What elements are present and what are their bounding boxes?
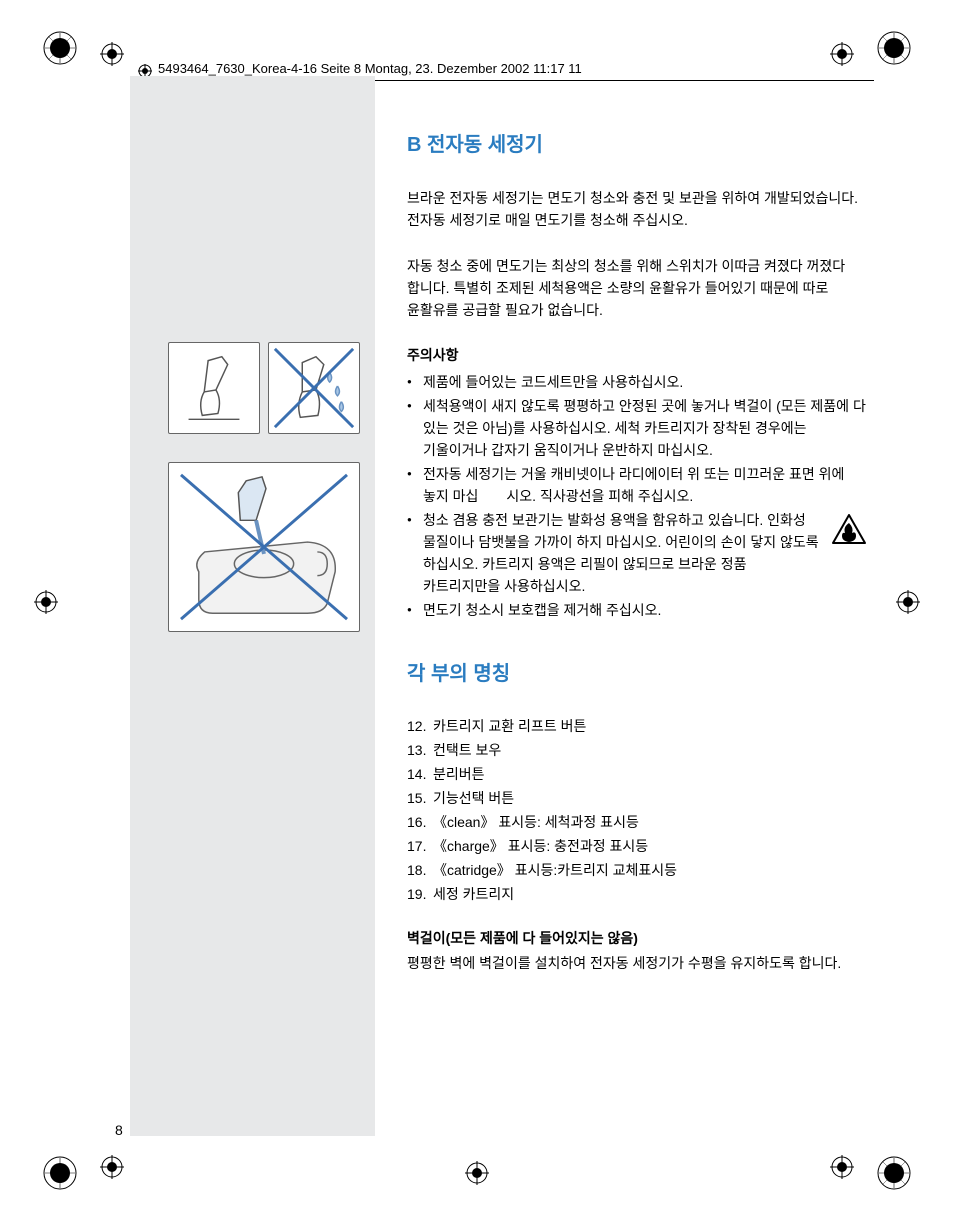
section-b-para2: 자동 청소 중에 면도기는 최상의 청소를 위해 스위치가 이따금 켜졌다 꺼졌…: [407, 255, 867, 321]
caution-label: 주의사항: [407, 345, 867, 365]
reg-mark-tl-outer: [42, 30, 78, 66]
reg-mark-tl: [100, 42, 124, 66]
reg-mark-bc: [465, 1161, 489, 1185]
parts-item: 14.분리버튼: [407, 762, 867, 786]
parts-label: 컨택트 보우: [433, 738, 501, 762]
parts-list: 12.카트리지 교환 리프트 버튼 13.컨택트 보우 14.분리버튼 15.기…: [407, 714, 867, 906]
reg-mark-bl: [100, 1155, 124, 1179]
page-number: 8: [115, 1122, 123, 1138]
parts-item: 16.《clean》 표시등: 세척과정 표시등: [407, 810, 867, 834]
reg-mark-tr-outer: [876, 30, 912, 66]
reg-mark-bl-outer: [42, 1155, 78, 1191]
flammable-warning-icon: [831, 513, 867, 545]
parts-item: 12.카트리지 교환 리프트 버튼: [407, 714, 867, 738]
wall-holder-text: 평평한 벽에 벽걸이를 설치하여 전자동 세정기가 수평을 유지하도록 합니다.: [407, 952, 867, 974]
main-content: B 전자동 세정기 브라운 전자동 세정기는 면도기 청소와 충전 및 보관을 …: [407, 128, 867, 974]
parts-label: 《clean》 표시등: 세척과정 표시등: [433, 810, 639, 834]
caution-item-text: 청소 겸용 충전 보관기는 발화성 용액을 함유하고 있습니다. 인화성 물질이…: [423, 512, 819, 594]
caution-item-flammable: 청소 겸용 충전 보관기는 발화성 용액을 함유하고 있습니다. 인화성 물질이…: [407, 509, 867, 597]
parts-section-title: 각 부의 명칭: [407, 657, 867, 686]
parts-num: 13.: [407, 738, 433, 762]
parts-num: 12.: [407, 714, 433, 738]
sidebar-gray-column: [130, 76, 375, 1136]
caution-item: 제품에 들어있는 코드세트만을 사용하십시오.: [407, 371, 867, 393]
figure-row-1: [168, 342, 360, 434]
reg-mark-mr: [896, 590, 920, 614]
figure-tilt-no: [268, 342, 360, 434]
reg-mark-br: [830, 1155, 854, 1179]
parts-num: 14.: [407, 762, 433, 786]
section-b-title: B 전자동 세정기: [407, 128, 867, 157]
parts-label: 《charge》 표시등: 충전과정 표시등: [433, 834, 648, 858]
figure-tilt-ok: [168, 342, 260, 434]
parts-label: 《catridge》 표시등:카트리지 교체표시등: [433, 858, 677, 882]
wall-holder-title: 벽걸이(모든 제품에 다 들어있지는 않음): [407, 928, 867, 948]
parts-label: 세정 카트리지: [433, 882, 514, 906]
parts-item: 18.《catridge》 표시등:카트리지 교체표시등: [407, 858, 867, 882]
caution-item: 세척용액이 새지 않도록 평평하고 안정된 곳에 놓거나 벽걸이 (모든 제품에…: [407, 395, 867, 461]
parts-item: 15.기능선택 버튼: [407, 786, 867, 810]
parts-num: 16.: [407, 810, 433, 834]
figure-refill-no: [168, 462, 360, 632]
parts-num: 17.: [407, 834, 433, 858]
caution-list: 제품에 들어있는 코드세트만을 사용하십시오. 세척용액이 새지 않도록 평평하…: [407, 371, 867, 621]
section-b-para1: 브라운 전자동 세정기는 면도기 청소와 충전 및 보관을 위하여 개발되었습니…: [407, 187, 867, 231]
parts-num: 19.: [407, 882, 433, 906]
parts-label: 분리버튼: [433, 762, 485, 786]
reg-mark-ml: [34, 590, 58, 614]
caution-item: 면도기 청소시 보호캡을 제거해 주십시오.: [407, 599, 867, 621]
reg-mark-br-outer: [876, 1155, 912, 1191]
parts-num: 15.: [407, 786, 433, 810]
parts-num: 18.: [407, 858, 433, 882]
parts-item: 17.《charge》 표시등: 충전과정 표시등: [407, 834, 867, 858]
parts-item: 13.컨택트 보우: [407, 738, 867, 762]
parts-label: 카트리지 교환 리프트 버튼: [433, 714, 586, 738]
caution-item: 전자동 세정기는 거울 캐비넷이나 라디에이터 위 또는 미끄러운 표면 위에 …: [407, 463, 867, 507]
parts-label: 기능선택 버튼: [433, 786, 514, 810]
parts-item: 19.세정 카트리지: [407, 882, 867, 906]
figure-row-2: [168, 462, 360, 632]
